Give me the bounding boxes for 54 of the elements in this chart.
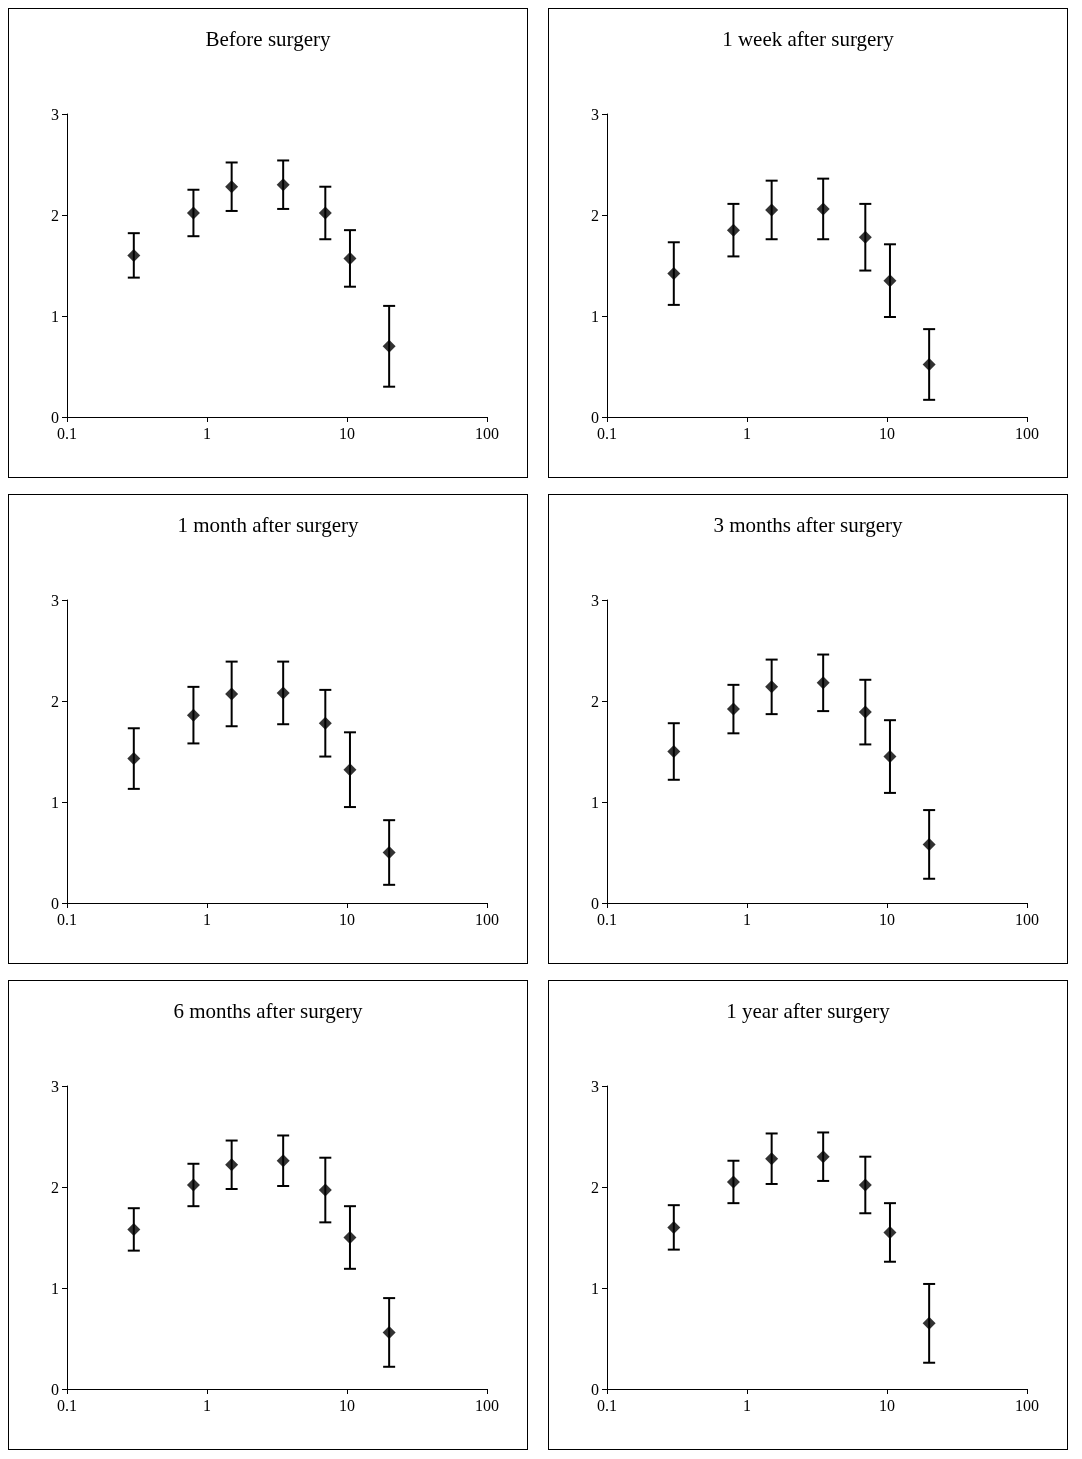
y-tick-label: 0 xyxy=(51,1380,59,1398)
x-tick-label: 100 xyxy=(1015,910,1039,928)
x-tick-label: 10 xyxy=(339,424,355,442)
x-tick-label: 0.1 xyxy=(57,1396,77,1414)
x-tick-label: 0.1 xyxy=(597,424,617,442)
y-tick-label: 1 xyxy=(51,307,59,325)
x-tick-label: 0.1 xyxy=(57,424,77,442)
y-tick-label: 2 xyxy=(51,206,59,224)
y-tick-label: 0 xyxy=(51,894,59,912)
y-tick-label: 1 xyxy=(51,793,59,811)
x-tick-label: 0.1 xyxy=(597,1396,617,1414)
x-tick-label: 10 xyxy=(879,1396,895,1414)
y-tick-label: 1 xyxy=(591,307,599,325)
x-tick-label: 100 xyxy=(1015,1396,1039,1414)
x-tick-label: 0.1 xyxy=(57,910,77,928)
x-tick-label: 1 xyxy=(743,910,751,928)
x-tick-label: 10 xyxy=(879,424,895,442)
x-tick-label: 10 xyxy=(879,910,895,928)
x-tick-label: 100 xyxy=(475,910,499,928)
y-tick-label: 2 xyxy=(51,692,59,710)
y-tick-label: 3 xyxy=(591,591,599,609)
y-tick-label: 3 xyxy=(51,591,59,609)
x-tick-label: 1 xyxy=(743,1396,751,1414)
y-tick-label: 0 xyxy=(591,1380,599,1398)
x-tick-label: 10 xyxy=(339,910,355,928)
y-tick-label: 0 xyxy=(591,408,599,426)
y-tick-label: 1 xyxy=(591,1279,599,1297)
x-tick-label: 1 xyxy=(743,424,751,442)
y-tick-label: 2 xyxy=(591,692,599,710)
y-tick-label: 0 xyxy=(51,408,59,426)
x-tick-label: 1 xyxy=(203,1396,211,1414)
chart-title: 6 months after surgery xyxy=(173,998,364,1023)
chart-title: 1 month after surgery xyxy=(177,512,359,537)
chart-title: Before surgery xyxy=(205,26,331,51)
x-tick-label: 0.1 xyxy=(597,910,617,928)
y-tick-label: 2 xyxy=(51,1178,59,1196)
y-tick-label: 3 xyxy=(51,105,59,123)
x-tick-label: 100 xyxy=(475,1396,499,1414)
chart-title: 1 week after surgery xyxy=(722,26,895,51)
y-tick-label: 2 xyxy=(591,1178,599,1196)
y-tick-label: 3 xyxy=(591,105,599,123)
y-tick-label: 2 xyxy=(591,206,599,224)
y-tick-label: 1 xyxy=(51,1279,59,1297)
y-tick-label: 0 xyxy=(591,894,599,912)
x-tick-label: 100 xyxy=(1015,424,1039,442)
x-tick-label: 10 xyxy=(339,1396,355,1414)
y-tick-label: 3 xyxy=(591,1077,599,1095)
x-tick-label: 100 xyxy=(475,424,499,442)
chart-title: 3 months after surgery xyxy=(713,512,904,537)
y-tick-label: 1 xyxy=(591,793,599,811)
chart-title: 1 year after surgery xyxy=(726,998,891,1023)
x-tick-label: 1 xyxy=(203,910,211,928)
y-tick-label: 3 xyxy=(51,1077,59,1095)
x-tick-label: 1 xyxy=(203,424,211,442)
